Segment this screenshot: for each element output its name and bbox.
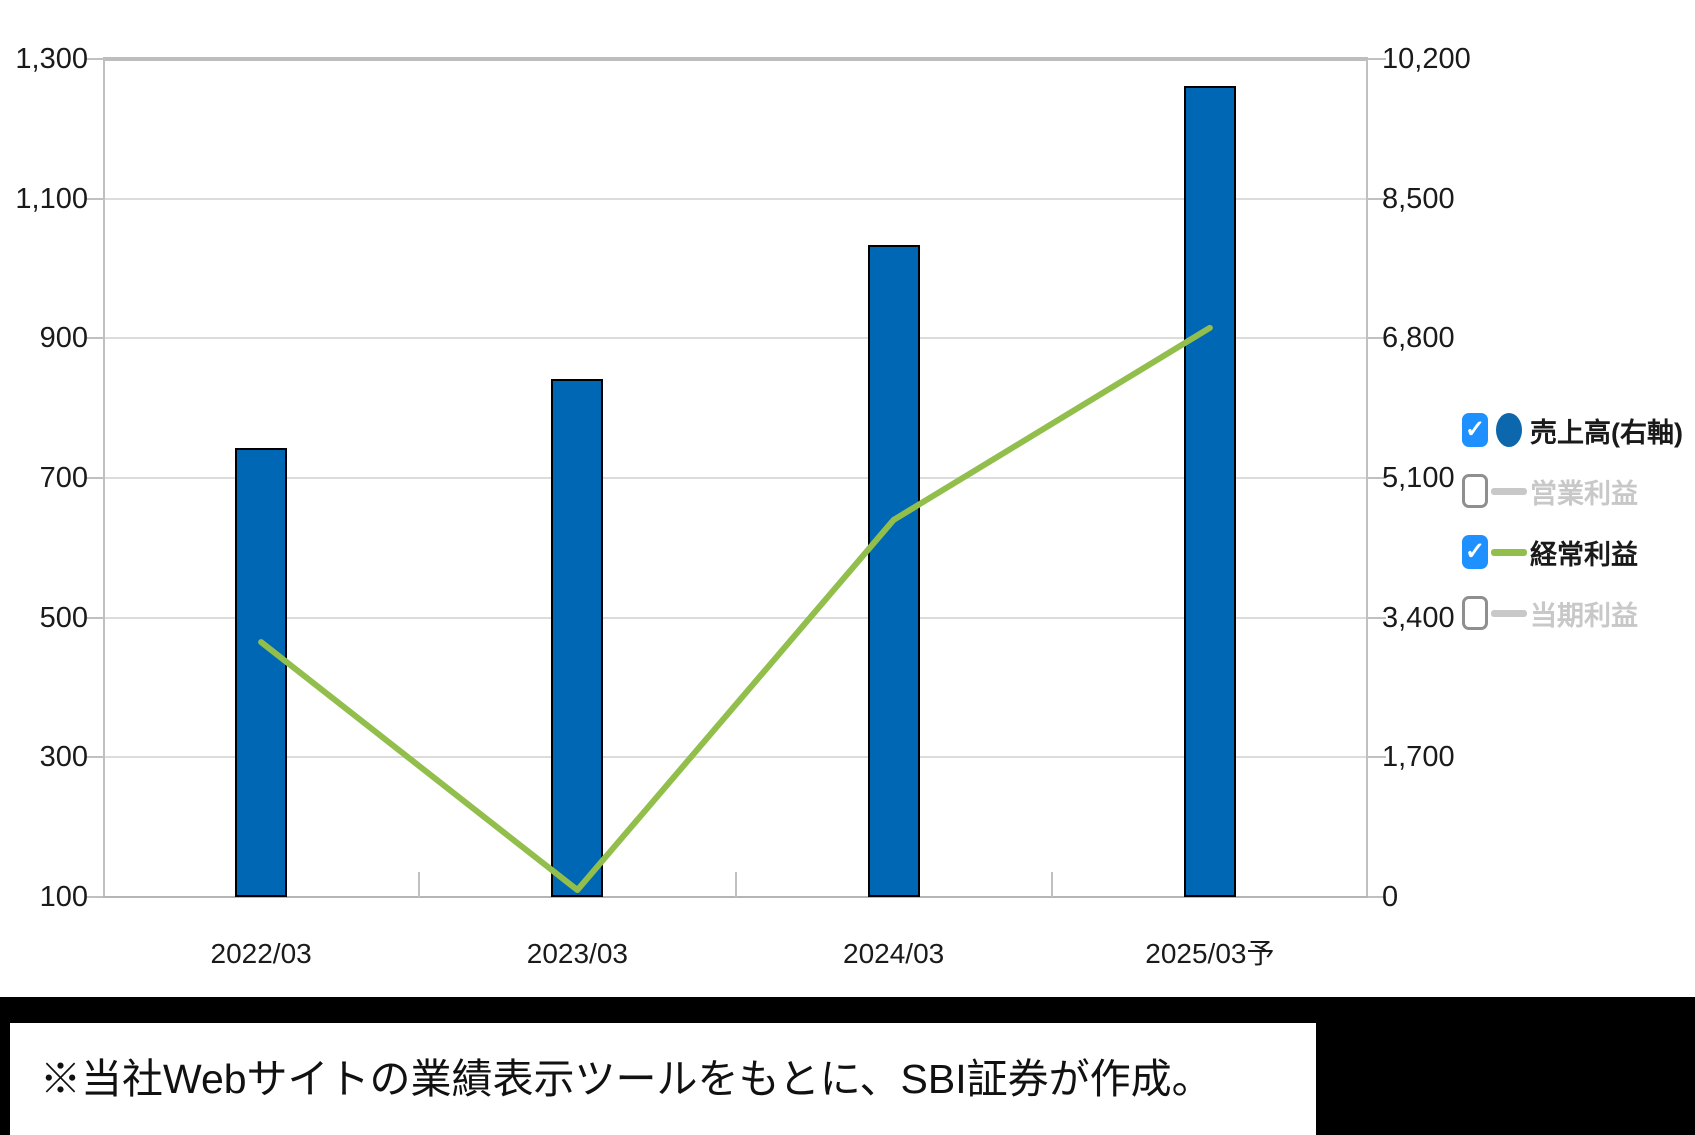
legend-marker-zone xyxy=(1488,548,1530,556)
line-marker-icon xyxy=(1491,548,1527,556)
legend-marker-zone xyxy=(1488,609,1530,617)
legend-row-sales[interactable]: ✓ 売上高(右軸) xyxy=(1462,411,1683,449)
legend-row-ordinary-profit[interactable]: ✓ 経常利益 xyxy=(1462,533,1638,571)
left-axis-tick xyxy=(85,337,103,340)
right-axis-tick xyxy=(1368,477,1386,479)
left-axis-tick xyxy=(85,756,103,759)
right-axis-tick-label: 6,800 xyxy=(1382,322,1455,355)
left-axis-tick-label: 900 xyxy=(39,322,88,355)
gridline xyxy=(103,477,1368,479)
x-axis-label: 2023/03 xyxy=(526,938,628,969)
right-axis-tick-label: 1,700 xyxy=(1382,741,1455,774)
right-axis-tick xyxy=(1368,896,1386,898)
unchecked-checkbox[interactable] xyxy=(1462,474,1488,508)
chart-legend: ✓ 売上高(右軸) 営業利益 ✓ 経常利益当期利益 xyxy=(1458,0,1695,700)
line-marker-icon xyxy=(1491,487,1527,495)
legend-marker-zone xyxy=(1488,413,1530,447)
left-axis-tick xyxy=(85,197,103,200)
left-axis-tick-label: 100 xyxy=(39,881,88,913)
right-axis-line xyxy=(1366,59,1368,897)
x-axis-label: 2022/03 xyxy=(210,938,312,969)
right-axis-tick xyxy=(1368,337,1386,340)
left-axis-tick-label: 1,300 xyxy=(15,43,88,75)
legend-label: 当期利益 xyxy=(1530,600,1638,631)
line-marker-icon xyxy=(1491,609,1527,617)
gridline xyxy=(103,197,1368,200)
revenue-bar xyxy=(867,245,920,897)
checked-checkbox[interactable]: ✓ xyxy=(1462,413,1488,447)
left-axis-tick xyxy=(85,58,103,60)
revenue-bar xyxy=(551,379,604,897)
left-axis-tick xyxy=(85,477,103,479)
category-boundary-tick xyxy=(418,872,421,897)
footer-note-text: ※当社Webサイトの業績表示ツールをもとに、SBI証券が作成。 xyxy=(40,1056,1213,1102)
footer-note-box: ※当社Webサイトの業績表示ツールをもとに、SBI証券が作成。 xyxy=(10,1023,1316,1135)
checked-checkbox[interactable]: ✓ xyxy=(1462,535,1488,569)
legend-row-net-profit[interactable]: 当期利益 xyxy=(1462,594,1638,632)
right-axis-tick xyxy=(1368,616,1386,619)
gridline xyxy=(103,337,1368,340)
right-axis-tick-label: 10,200 xyxy=(1382,43,1471,75)
unchecked-checkbox[interactable] xyxy=(1462,596,1488,630)
x-axis-line xyxy=(103,896,1368,898)
checkmark-icon: ✓ xyxy=(1464,538,1486,565)
checkmark-icon: ✓ xyxy=(1464,416,1486,443)
ordinary-profit-line xyxy=(258,324,1213,894)
gridline xyxy=(103,57,1368,61)
right-axis-tick xyxy=(1368,197,1386,200)
right-axis-tick xyxy=(1368,756,1386,759)
revenue-bar xyxy=(235,448,288,897)
revenue-bar xyxy=(1183,86,1236,897)
gridline xyxy=(103,756,1368,759)
right-axis-tick-label: 5,100 xyxy=(1382,462,1455,494)
right-axis-tick xyxy=(1368,58,1386,60)
category-boundary-tick xyxy=(734,872,737,897)
left-axis-tick-label: 700 xyxy=(39,462,88,494)
category-boundary-tick xyxy=(1050,872,1053,897)
left-axis-tick xyxy=(85,616,103,619)
left-axis-tick-label: 300 xyxy=(39,741,88,774)
x-axis-label: 2024/03 xyxy=(843,938,945,969)
left-axis-tick-label: 1,100 xyxy=(15,182,88,215)
legend-label: 営業利益 xyxy=(1530,478,1638,509)
right-axis-tick-label: 0 xyxy=(1382,881,1399,913)
left-axis-tick-label: 500 xyxy=(39,601,88,634)
left-axis-tick xyxy=(85,896,103,898)
gridline xyxy=(103,616,1368,619)
x-axis-label: 2025/03予 xyxy=(1145,938,1275,969)
legend-label: 売上高(右軸) xyxy=(1530,417,1683,448)
legend-row-operating-profit[interactable]: 営業利益 xyxy=(1462,472,1638,510)
legend-label: 経常利益 xyxy=(1530,539,1638,570)
right-axis-tick-label: 8,500 xyxy=(1382,182,1455,215)
right-axis-tick-label: 3,400 xyxy=(1382,601,1455,634)
legend-marker-zone xyxy=(1488,487,1530,495)
left-axis-line xyxy=(103,59,105,897)
circle-marker-icon xyxy=(1496,413,1522,447)
